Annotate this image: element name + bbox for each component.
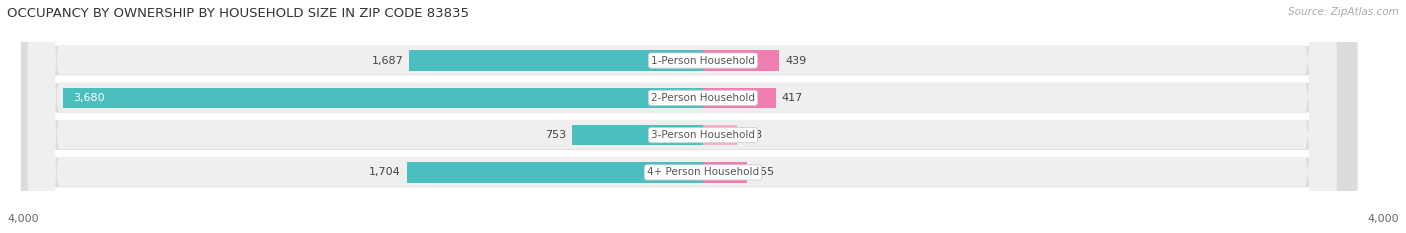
FancyBboxPatch shape <box>21 0 1357 233</box>
Bar <box>703 88 776 108</box>
Bar <box>409 50 703 71</box>
Bar <box>63 88 703 108</box>
Text: 1-Person Household: 1-Person Household <box>651 56 755 65</box>
FancyBboxPatch shape <box>21 0 1357 233</box>
Text: OCCUPANCY BY OWNERSHIP BY HOUSEHOLD SIZE IN ZIP CODE 83835: OCCUPANCY BY OWNERSHIP BY HOUSEHOLD SIZE… <box>7 7 470 20</box>
Text: 193: 193 <box>742 130 763 140</box>
Text: 417: 417 <box>782 93 803 103</box>
Bar <box>406 162 703 183</box>
FancyBboxPatch shape <box>21 0 1357 233</box>
Text: 1,704: 1,704 <box>370 168 401 177</box>
FancyBboxPatch shape <box>28 0 1336 233</box>
Text: 439: 439 <box>785 56 806 65</box>
FancyBboxPatch shape <box>28 0 1336 233</box>
Text: 2-Person Household: 2-Person Household <box>651 93 755 103</box>
Text: 3-Person Household: 3-Person Household <box>651 130 755 140</box>
Bar <box>703 162 748 183</box>
Text: 255: 255 <box>754 168 775 177</box>
Text: 1,687: 1,687 <box>373 56 404 65</box>
Bar <box>703 125 737 145</box>
Text: 3,680: 3,680 <box>73 93 105 103</box>
Bar <box>572 125 703 145</box>
Text: 4,000: 4,000 <box>1368 214 1399 224</box>
Text: 753: 753 <box>546 130 567 140</box>
Text: 4,000: 4,000 <box>7 214 38 224</box>
Bar <box>703 50 779 71</box>
Text: 4+ Person Household: 4+ Person Household <box>647 168 759 177</box>
FancyBboxPatch shape <box>21 0 1357 233</box>
Text: Source: ZipAtlas.com: Source: ZipAtlas.com <box>1288 7 1399 17</box>
FancyBboxPatch shape <box>28 0 1336 233</box>
FancyBboxPatch shape <box>28 0 1336 233</box>
